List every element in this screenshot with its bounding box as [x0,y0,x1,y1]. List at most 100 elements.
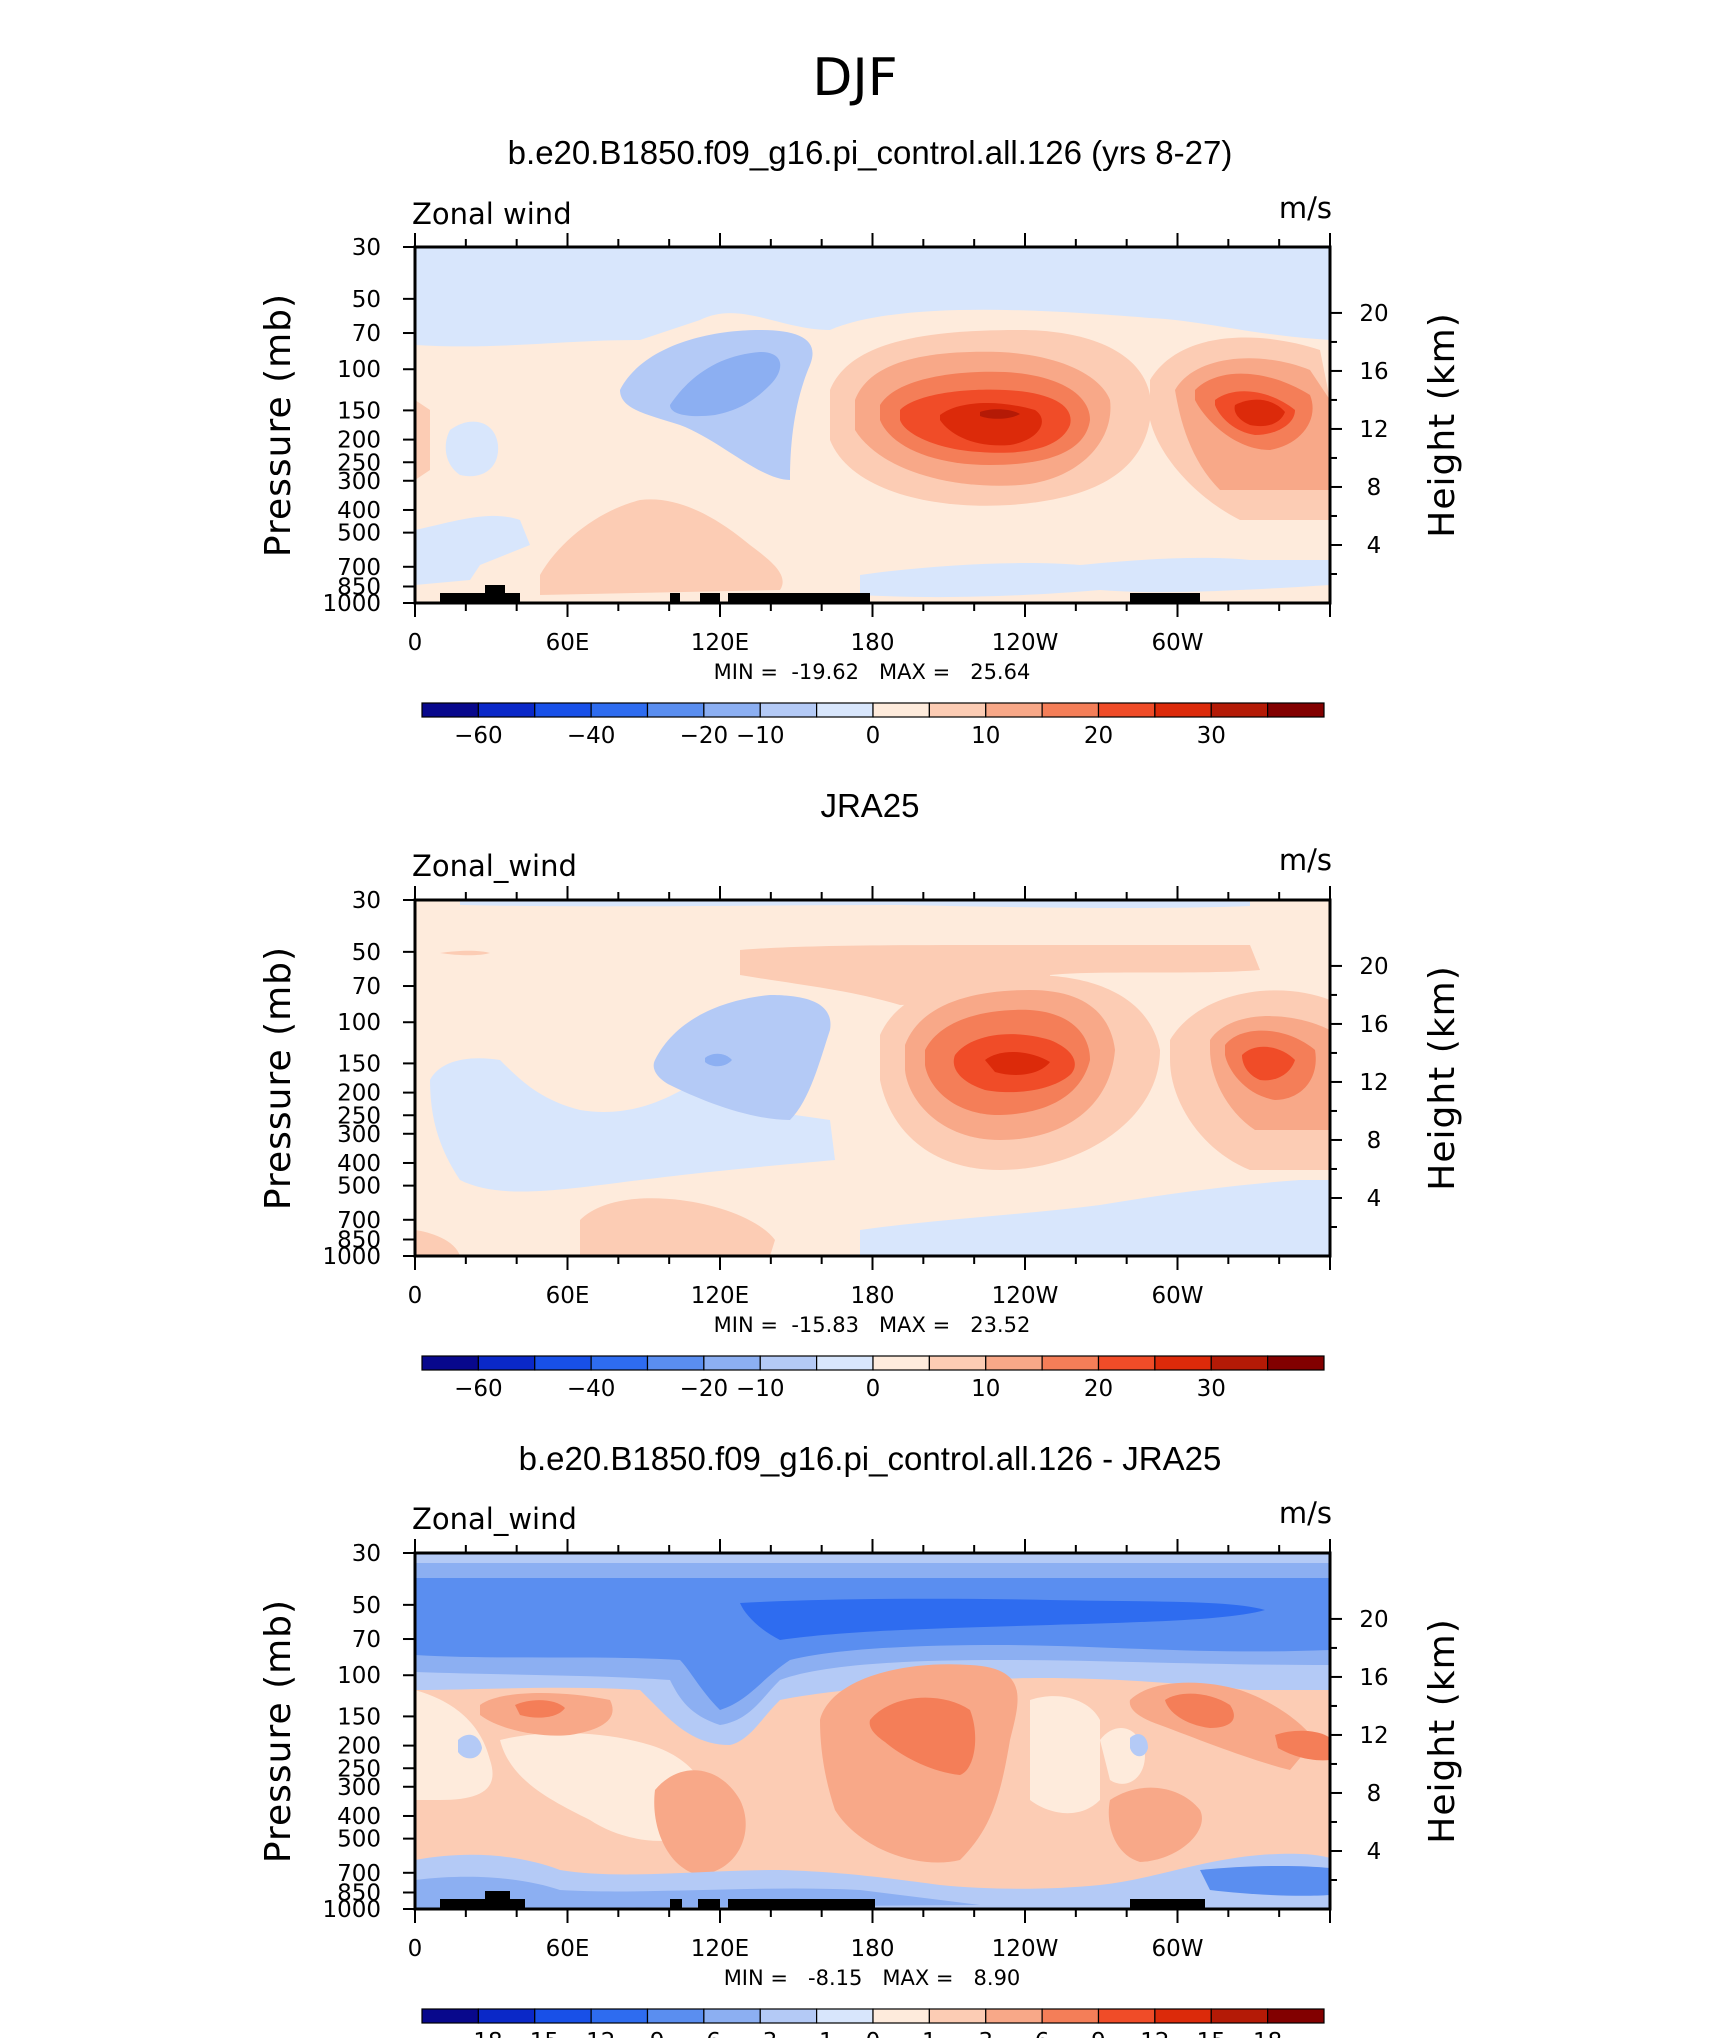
units-label: m/s [1279,1496,1332,1530]
colorbar-swatch [421,1355,479,1371]
colorbar: −18 −15 −12 −9 −6 −3 −1 0 1 3 6 9 12 15 18 [421,2008,1325,2038]
x-tick-label: 60W [1151,1283,1203,1309]
y-tick-label: 300 [337,1775,381,1801]
x-axis-ticks: 0 60E 120E 180 120W 60W [408,233,1331,656]
x-tick-label: 180 [851,1936,895,1962]
colorbar-tick-label: −20 [680,1376,729,1402]
colorbar-swatch [1041,2008,1100,2024]
contour-west-50 [440,950,490,956]
panel-title: JRA25 [820,787,919,824]
x-axis-ticks: 0 60E 120E 180 120W 60W [408,1539,1331,1962]
y-tick-label: 250 [337,450,381,476]
y2-tick-label: 8 [1367,1128,1382,1154]
colorbar-swatch [1154,2008,1212,2024]
contour-lower-light-blue [415,515,530,585]
colorbar-tick-label: 1 [922,2029,937,2038]
contour-upper-light-blue [415,247,1330,347]
y2-tick-label: 4 [1367,1186,1382,1212]
colorbar-swatch [872,702,930,718]
colorbar-swatch [1154,702,1212,718]
y-tick-label: 700 [337,555,381,581]
contour-hot-east-edge [1275,1730,1330,1761]
colorbar-tick-label: 18 [1253,2029,1282,2038]
colorbar-swatch [534,1355,592,1371]
contour-south-blue [860,1180,1330,1256]
y-tick-label: 70 [352,1627,381,1653]
colorbar-tick-label: 20 [1084,1376,1113,1402]
colorbar-swatch [872,2008,930,2024]
colorbar-swatch [985,2008,1043,2024]
y-tick-label: 30 [352,888,381,914]
figure-title: DJF [812,48,897,108]
contour-blue-jet-core [670,352,781,417]
contour-low-warm [580,1198,775,1256]
y2-axis-ticks: 20 16 12 8 4 [1330,954,1389,1228]
colorbar-tick-label: −12 [567,2029,616,2038]
y-tick-label: 250 [337,1103,381,1129]
y-tick-label: 30 [352,235,381,261]
y2-axis-ticks: 20 16 12 8 4 [1330,1607,1389,1881]
contour-south-blue-east [1200,1865,1330,1896]
contour-jet-a-6 [980,409,1020,419]
y2-tick-label: 20 [1359,954,1388,980]
units-label: m/s [1279,191,1332,225]
y2-tick-label: 4 [1367,1839,1382,1865]
y-tick-label: 850 [337,1881,381,1907]
colorbar-tick-label: −1 [800,2029,834,2038]
y-tick-label: 70 [352,321,381,347]
contour-jet-b-5 [1234,399,1285,427]
variable-label: Zonal_wind [412,849,577,883]
colorbar-tick-label: −20 [680,723,729,749]
y-tick-label: 400 [337,1151,381,1177]
colorbar-swatch [759,702,818,718]
panel-model: b.e20.B1850.f09_g16.pi_control.all.126 (… [258,134,1463,749]
contour-west-warm-edge [415,400,430,480]
y-axis-label: Pressure (mb) [258,1599,299,1863]
y-tick-label: 150 [337,1051,381,1077]
y-tick-label: 200 [337,1734,381,1760]
colorbar-swatch [1097,702,1156,718]
x-tick-label: 180 [851,1283,895,1309]
contour-east-warm [540,499,783,595]
contour-hole-blue-b [1130,1734,1148,1757]
colorbar-swatch [1041,1355,1100,1371]
x-tick-label: 120E [691,1283,749,1309]
colorbar-tick-label: 9 [1091,2029,1106,2038]
y-tick-label: 850 [337,575,381,601]
y-tick-label: 250 [337,1756,381,1782]
y-tick-label: 1000 [322,591,381,617]
y-tick-label: 400 [337,498,381,524]
contour-warm-low [654,1770,746,1875]
units-label: m/s [1279,843,1332,877]
colorbar-swatch [590,2008,649,2024]
y2-axis-label: Height (km) [1422,1618,1463,1843]
variable-label: Zonal_wind [412,1502,577,1536]
y-tick-label: 100 [337,1663,381,1689]
y-tick-label: 300 [337,469,381,495]
y2-tick-label: 16 [1359,1665,1388,1691]
colorbar-swatch [590,702,649,718]
panel-difference: b.e20.B1850.f09_g16.pi_control.all.126 -… [258,1440,1463,2038]
y2-tick-label: 20 [1359,1607,1388,1633]
colorbar-swatch [1097,1355,1156,1371]
contour-small-blue-a [445,421,499,477]
colorbar-swatch [928,2008,987,2024]
x-axis-ticks: 0 60E 120E 180 120W 60W [408,886,1331,1309]
colorbar-tick-label: 10 [971,1376,1000,1402]
colorbar-tick-label: −40 [567,723,616,749]
y-tick-label: 1000 [322,1244,381,1270]
colorbar-tick-label: −60 [454,1376,503,1402]
colorbar-swatch [477,702,536,718]
colorbar-swatch [1267,1355,1325,1371]
contour-lower-light-blue-2 [860,557,1330,598]
contour-hole [1135,447,1168,490]
colorbar-tick-label: 6 [1035,2029,1050,2038]
x-tick-label: 60E [546,1283,590,1309]
colorbar-swatch [534,702,592,718]
y-axis-label: Pressure (mb) [258,293,299,557]
stats-line: MIN = -19.62 MAX = 25.64 [714,660,1031,684]
